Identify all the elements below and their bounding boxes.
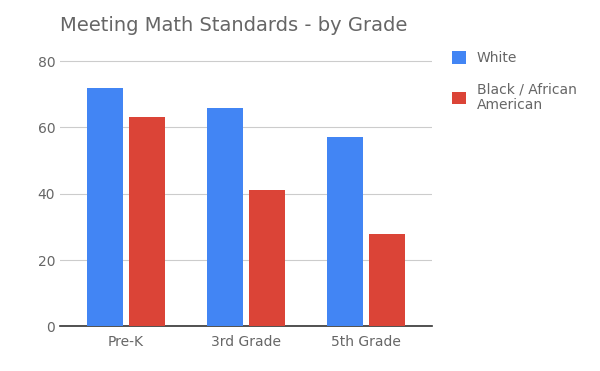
Legend: White, Black / African
American: White, Black / African American bbox=[446, 46, 583, 118]
Text: Meeting Math Standards - by Grade: Meeting Math Standards - by Grade bbox=[60, 16, 407, 35]
Bar bbox=[129, 118, 165, 326]
Bar bbox=[327, 137, 363, 326]
Bar bbox=[249, 190, 285, 326]
Bar bbox=[369, 234, 405, 326]
Bar bbox=[207, 108, 243, 326]
Bar bbox=[87, 88, 123, 326]
